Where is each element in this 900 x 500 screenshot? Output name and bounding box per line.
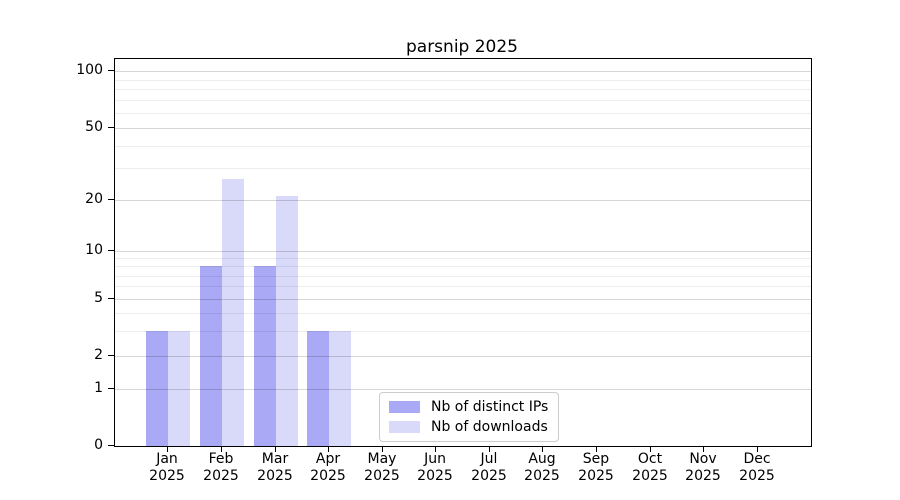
x-tick-mark-nov: [703, 446, 704, 452]
y-tick-mark-100: [108, 70, 114, 71]
y-tick-label-50: 50: [85, 119, 103, 135]
x-tick-mark-mar: [275, 446, 276, 452]
x-tick-label-aug: Aug 2025: [524, 451, 560, 484]
y-tick-mark-1: [108, 388, 114, 389]
x-tick-label-oct: Oct 2025: [632, 451, 668, 484]
y-tick-label-2: 2: [94, 347, 103, 363]
x-tick-mark-sep: [596, 446, 597, 452]
x-tick-label-sep: Sep 2025: [578, 451, 614, 484]
x-tick-mark-jun: [435, 446, 436, 452]
x-tick-label-apr: Apr 2025: [310, 451, 346, 484]
x-tick-label-jan: Jan 2025: [149, 451, 185, 484]
y-tick-label-0: 0: [94, 437, 103, 453]
x-tick-label-nov: Nov 2025: [685, 451, 721, 484]
y-tick-label-1: 1: [94, 380, 103, 396]
bar-apr-distinct-ips: [307, 330, 330, 446]
y-tick-mark-20: [108, 199, 114, 200]
x-tick-mark-dec: [757, 446, 758, 452]
plot-area: Nb of distinct IPs Nb of downloads: [114, 58, 812, 447]
y-tick-mark-10: [108, 250, 114, 251]
x-tick-label-dec: Dec 2025: [739, 451, 775, 484]
x-tick-mark-aug: [542, 446, 543, 452]
y-tick-mark-5: [108, 298, 114, 299]
x-tick-label-jul: Jul 2025: [471, 451, 507, 484]
legend-label-downloads: Nb of downloads: [431, 419, 548, 435]
x-tick-mark-apr: [328, 446, 329, 452]
x-tick-mark-oct: [650, 446, 651, 452]
chart-title: parsnip 2025: [405, 37, 518, 57]
x-tick-label-feb: Feb 2025: [203, 451, 239, 484]
legend-entry-distinct-ips: Nb of distinct IPs: [389, 399, 548, 415]
legend-entry-downloads: Nb of downloads: [389, 419, 548, 435]
x-tick-mark-may: [382, 446, 383, 452]
y-tick-label-10: 10: [85, 242, 103, 258]
x-tick-mark-feb: [221, 446, 222, 452]
x-tick-label-may: May 2025: [364, 451, 400, 484]
y-tick-mark-2: [108, 355, 114, 356]
bar-feb-downloads: [221, 179, 244, 446]
bar-jan-downloads: [168, 330, 191, 446]
y-tick-mark-0: [108, 445, 114, 446]
legend: Nb of distinct IPs Nb of downloads: [379, 392, 560, 442]
y-tick-label-20: 20: [85, 191, 103, 207]
y-tick-mark-50: [108, 127, 114, 128]
bar-jan-distinct-ips: [146, 330, 169, 446]
x-tick-mark-jan: [167, 446, 168, 452]
bar-apr-downloads: [329, 330, 352, 446]
legend-swatch-distinct-ips: [389, 401, 420, 413]
legend-label-distinct-ips: Nb of distinct IPs: [431, 399, 549, 415]
x-tick-label-mar: Mar 2025: [257, 451, 293, 484]
bars-layer: [115, 59, 811, 446]
bar-feb-distinct-ips: [199, 266, 222, 446]
y-tick-label-100: 100: [76, 62, 103, 78]
x-tick-label-jun: Jun 2025: [417, 451, 453, 484]
bar-mar-distinct-ips: [253, 266, 276, 446]
x-tick-mark-jul: [489, 446, 490, 452]
y-tick-label-5: 5: [94, 290, 103, 306]
legend-swatch-downloads: [389, 421, 420, 433]
bar-mar-downloads: [275, 196, 298, 446]
